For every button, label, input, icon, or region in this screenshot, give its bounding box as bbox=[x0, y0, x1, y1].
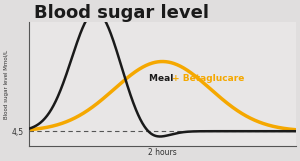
Text: Blood sugar level: Blood sugar level bbox=[34, 4, 209, 22]
X-axis label: 2 hours: 2 hours bbox=[148, 148, 177, 157]
Text: Meal: Meal bbox=[149, 74, 176, 83]
Y-axis label: Blood sugar level Mmol/L: Blood sugar level Mmol/L bbox=[4, 50, 9, 119]
Text: Meal: Meal bbox=[0, 160, 1, 161]
Text: + Betaglucare: + Betaglucare bbox=[172, 74, 244, 83]
